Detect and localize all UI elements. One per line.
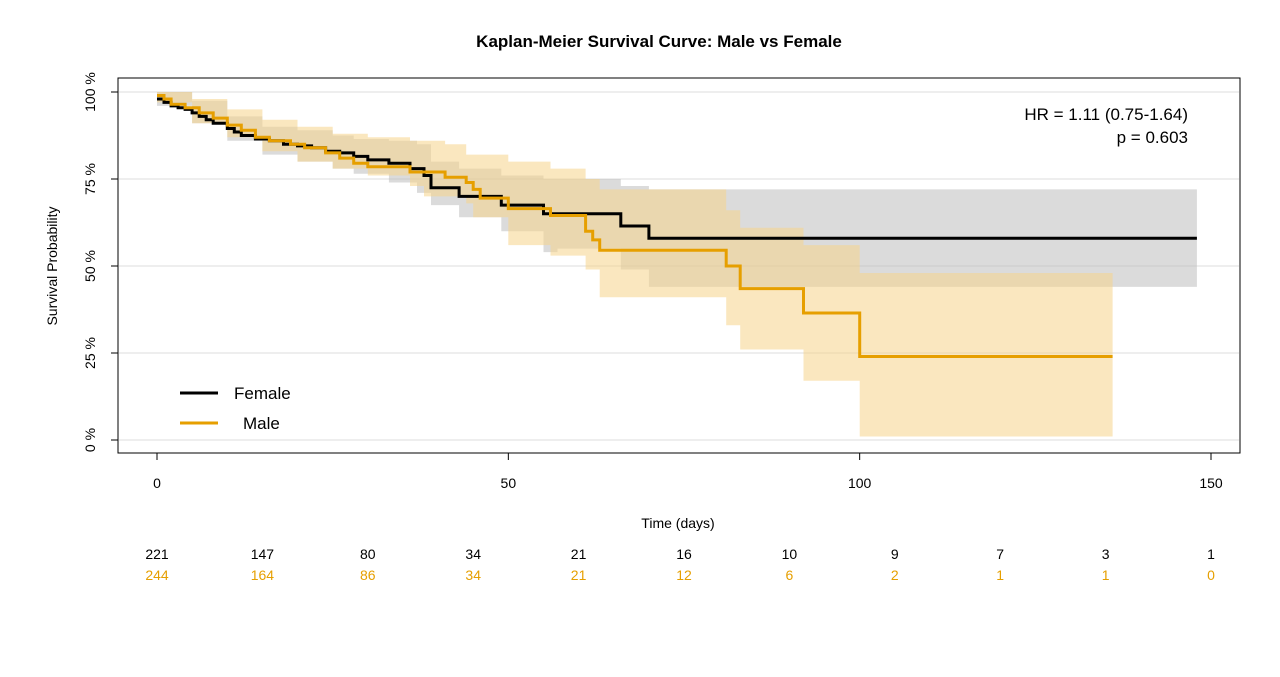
y-axis: 0 % 25 % 50 % 75 % 100 % <box>82 72 119 452</box>
risk-value-female-9: 3 <box>1102 546 1110 562</box>
hr-annotation: HR = 1.11 (0.75-1.64) <box>1024 105 1188 124</box>
risk-value-female-0: 221 <box>145 546 169 562</box>
x-tick-label-3: 150 <box>1199 475 1223 491</box>
legend: Female Male <box>180 384 291 433</box>
y-tick-label-1: 25 % <box>82 337 98 369</box>
risk-value-male-6: 6 <box>786 567 794 583</box>
risk-value-female-3: 34 <box>465 546 481 562</box>
p-value-annotation: p = 0.603 <box>1117 128 1188 147</box>
risk-value-male-4: 21 <box>571 567 587 583</box>
survival-line-male <box>157 94 1113 358</box>
x-tick-label-1: 50 <box>501 475 517 491</box>
risk-value-female-8: 7 <box>996 546 1004 562</box>
confidence-bands <box>157 92 1197 437</box>
x-tick-label-2: 100 <box>848 475 872 491</box>
risk-value-male-2: 86 <box>360 567 376 583</box>
survival-curves <box>157 94 1197 358</box>
y-tick-label-4: 100 % <box>82 72 98 112</box>
y-tick-label-0: 0 % <box>82 428 98 452</box>
ci-band-male <box>157 92 1113 437</box>
y-axis-label: Survival Probability <box>44 206 60 325</box>
risk-value-female-1: 147 <box>251 546 275 562</box>
risk-value-female-10: 1 <box>1207 546 1215 562</box>
risk-value-female-2: 80 <box>360 546 376 562</box>
legend-label-female: Female <box>234 384 291 403</box>
x-tick-label-0: 0 <box>153 475 161 491</box>
risk-value-male-7: 2 <box>891 567 899 583</box>
y-tick-label-2: 50 % <box>82 250 98 282</box>
risk-value-male-9: 1 <box>1102 567 1110 583</box>
risk-value-male-10: 0 <box>1207 567 1215 583</box>
risk-value-female-4: 21 <box>571 546 587 562</box>
chart-title: Kaplan-Meier Survival Curve: Male vs Fem… <box>476 32 842 51</box>
risk-value-female-5: 16 <box>676 546 692 562</box>
risk-value-female-6: 10 <box>782 546 798 562</box>
legend-label-male: Male <box>243 414 280 433</box>
risk-value-male-0: 244 <box>145 567 169 583</box>
risk-value-male-3: 34 <box>465 567 481 583</box>
risk-value-female-7: 9 <box>891 546 899 562</box>
risk-value-male-8: 1 <box>996 567 1004 583</box>
y-tick-label-3: 75 % <box>82 163 98 195</box>
risk-value-male-1: 164 <box>251 567 275 583</box>
x-axis-label: Time (days) <box>641 515 714 531</box>
risk-value-male-5: 12 <box>676 567 692 583</box>
x-axis: 0 50 100 150 <box>153 452 1223 491</box>
